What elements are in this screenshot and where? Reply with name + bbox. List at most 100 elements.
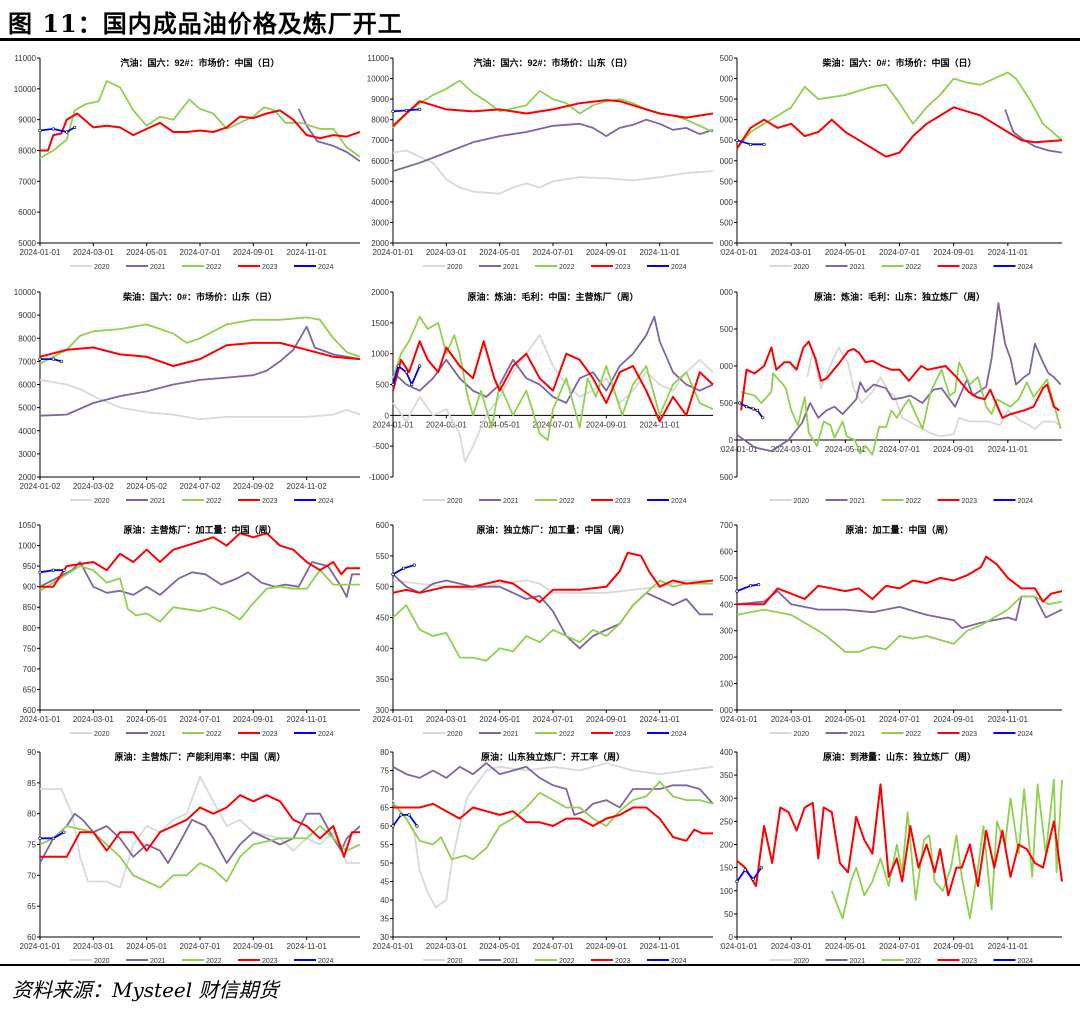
y-tick-label: 350 <box>376 675 390 684</box>
series-line-2022 <box>830 778 1063 920</box>
x-tick-label: 2024-03-01 <box>426 248 467 257</box>
series-marker-2024 <box>399 813 403 817</box>
y-tick-label: 350 <box>720 771 734 780</box>
line-chart: 60 65 70 75 80 85 90 2024-01-01 2024-03-01 2024-0… <box>20 748 360 965</box>
x-tick-label: 2024-09-01 <box>586 715 627 724</box>
y-tick-label: 7500 <box>720 136 734 145</box>
series-line-2023 <box>740 340 1060 419</box>
series-marker-2024 <box>755 408 759 412</box>
x-tick-label: 2024-11-01 <box>988 248 1029 257</box>
series-marker-2024 <box>38 570 42 574</box>
figure-title: 图 11：国内成品油价格及炼厂开工 <box>8 9 403 38</box>
y-tick-label: 1500 <box>720 325 734 334</box>
series-line-2023 <box>40 532 360 588</box>
series-marker-2024 <box>735 138 739 142</box>
x-tick-label: 2024-07-01 <box>180 942 221 951</box>
legend-label: 2021 <box>503 498 519 505</box>
series-marker-2024 <box>402 566 406 570</box>
chart-panel: 30 35 40 45 50 55 60 65 70 75 80 2024-01-01 2024-03-… <box>360 742 720 972</box>
legend-label: 2024 <box>671 264 687 271</box>
y-tick-label: 2000 <box>371 239 389 248</box>
series-line-2022 <box>39 316 360 365</box>
chart-panel: 600 650 700 750 800 850 900 950 1000 1050 2024-01-… <box>0 515 360 745</box>
x-tick-label: 2024-01-01 <box>720 715 758 724</box>
y-tick-label: 7000 <box>371 136 389 145</box>
y-tick-label: 0 <box>729 933 734 942</box>
chart-panel: -1000 -500 0 500 1000 1500 2000 2024-01-01 2024-… <box>360 282 720 512</box>
series-line-2021 <box>297 108 360 163</box>
legend-label: 2021 <box>150 958 166 965</box>
legend-label: 2024 <box>671 958 687 965</box>
chart-title: 柴油：国六：0#：市场价：山东（日） <box>122 291 277 302</box>
y-tick-label: 60 <box>380 822 389 831</box>
y-tick-label: 6000 <box>18 381 36 390</box>
y-tick-label: 1400 <box>720 600 734 609</box>
y-tick-label: 450 <box>376 614 390 623</box>
y-tick-label: 9000 <box>18 311 36 320</box>
y-tick-label: 1500 <box>371 319 389 328</box>
y-tick-label: 11000 <box>367 54 389 63</box>
x-tick-label: 2024-01-01 <box>373 248 414 257</box>
y-tick-label: 1000 <box>371 350 389 359</box>
series-marker-2024 <box>391 824 395 828</box>
series-line-2024 <box>40 831 65 840</box>
chart-title: 柴油：国六：0#：市场价：中国（日） <box>821 57 976 68</box>
x-tick-label: 2024-05-01 <box>825 942 866 951</box>
x-tick-label: 2024-05-01 <box>825 248 866 257</box>
series-marker-2024 <box>59 359 63 363</box>
y-tick-label: 3000 <box>371 218 389 227</box>
legend-label: 2024 <box>1018 264 1034 271</box>
series-marker-2024 <box>751 877 755 881</box>
legend-label: 2023 <box>962 264 978 271</box>
x-tick-label: 2024-11-01 <box>640 248 681 257</box>
series-line-2021 <box>392 118 714 172</box>
x-tick-label: 2024-07-01 <box>180 248 221 257</box>
x-tick-label: 2024-07-01 <box>180 715 221 724</box>
series-marker-2024 <box>62 830 66 834</box>
series-marker-2024 <box>404 108 408 113</box>
y-tick-label: 10000 <box>14 85 37 94</box>
legend-label: 2020 <box>447 264 463 271</box>
chart-panel: 2000 3000 4000 5000 6000 7000 8000 9000 10000 202… <box>0 282 360 512</box>
y-tick-label: 300 <box>376 706 390 715</box>
chart-panel: 1000 1100 1200 1300 1400 1500 1600 1700 2024-01-… <box>720 515 1080 745</box>
series-line-2021 <box>39 561 360 598</box>
legend-label: 2024 <box>1018 731 1034 738</box>
legend-label: 2022 <box>559 498 575 505</box>
series-marker-2024 <box>391 382 395 387</box>
x-tick-label: 2024-11-01 <box>640 715 681 724</box>
chart-title: 原油：炼油：毛利：中国：主营炼厂（周） <box>467 291 638 302</box>
x-tick-label: 2024-05-01 <box>479 248 520 257</box>
legend-label: 2024 <box>318 264 334 271</box>
series-marker-2024 <box>757 582 761 587</box>
series-line-2021 <box>1004 109 1063 154</box>
legend-label: 2022 <box>559 731 575 738</box>
series-line-2020 <box>39 379 360 421</box>
x-tick-label: 2024-03-01 <box>73 248 114 257</box>
x-tick-label: 2024-07-01 <box>879 942 920 951</box>
series-marker-2024 <box>38 836 42 840</box>
x-tick-label: 2024-11-01 <box>287 248 328 257</box>
y-tick-label: 5500 <box>720 218 734 227</box>
y-tick-label: 10000 <box>367 75 390 84</box>
legend-label: 2023 <box>615 731 631 738</box>
y-tick-label: 250 <box>720 817 734 826</box>
x-tick-label: 2024-01-01 <box>720 248 758 257</box>
x-tick-label: 2024-07-01 <box>533 248 574 257</box>
legend-label: 2022 <box>559 264 575 271</box>
y-tick-label: 6500 <box>720 177 734 186</box>
y-tick-label: 2000 <box>18 473 36 482</box>
legend-label: 2022 <box>559 958 575 965</box>
y-tick-label: 600 <box>376 521 390 530</box>
legend-label: 2020 <box>447 731 463 738</box>
series-marker-2024 <box>748 584 753 588</box>
y-tick-label: 90 <box>27 748 36 757</box>
chart-panel: 60 65 70 75 80 85 90 2024-01-01 2024-03-01 2024-0… <box>0 742 360 972</box>
x-tick-label: 2024-03-01 <box>771 248 812 257</box>
y-tick-label: 4000 <box>371 198 389 207</box>
line-chart: 600 650 700 750 800 850 900 950 1000 1050 2024-01-… <box>18 521 360 738</box>
line-chart: 2000 3000 4000 5000 6000 7000 8000 9000 10000 202… <box>14 288 360 505</box>
chart-panel: 300 350 400 450 500 550 600 2024-01-01 2024-03-0… <box>360 515 720 745</box>
legend-label: 2023 <box>262 498 278 505</box>
series-line-2020 <box>392 762 714 909</box>
